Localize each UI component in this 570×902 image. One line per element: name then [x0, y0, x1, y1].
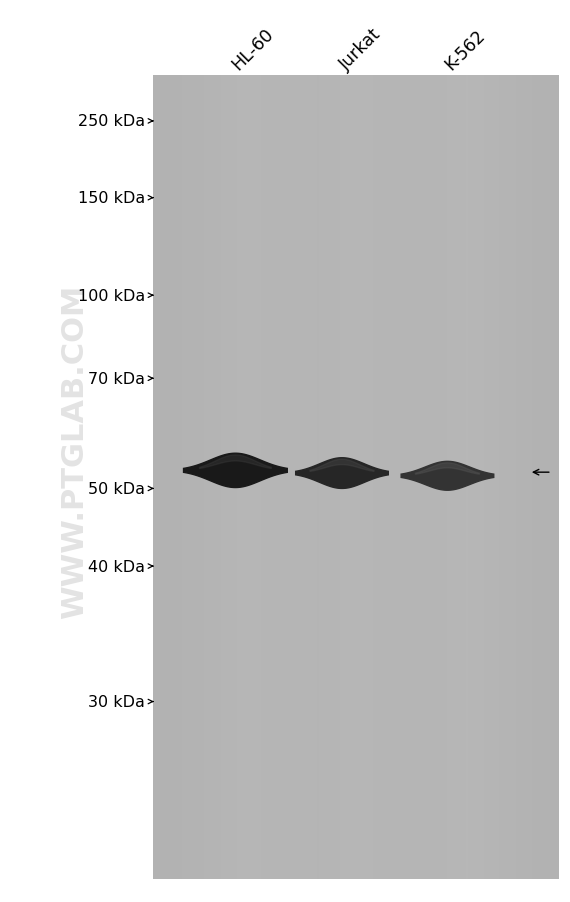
Polygon shape [401, 462, 494, 491]
Polygon shape [184, 454, 287, 488]
Text: 150 kDa: 150 kDa [78, 191, 145, 206]
Text: 70 kDa: 70 kDa [88, 372, 145, 386]
Polygon shape [310, 460, 374, 472]
Polygon shape [296, 458, 388, 489]
Polygon shape [416, 464, 479, 474]
Text: 50 kDa: 50 kDa [88, 482, 145, 496]
Text: K-562: K-562 [442, 27, 489, 74]
Polygon shape [200, 456, 271, 469]
Text: WWW.PTGLAB.COM: WWW.PTGLAB.COM [60, 284, 88, 618]
Text: HL-60: HL-60 [228, 25, 277, 74]
Text: 250 kDa: 250 kDa [78, 115, 145, 129]
Text: 30 kDa: 30 kDa [88, 695, 145, 709]
Text: Jurkat: Jurkat [336, 25, 385, 74]
Text: 100 kDa: 100 kDa [78, 289, 145, 303]
Text: 40 kDa: 40 kDa [88, 559, 145, 574]
